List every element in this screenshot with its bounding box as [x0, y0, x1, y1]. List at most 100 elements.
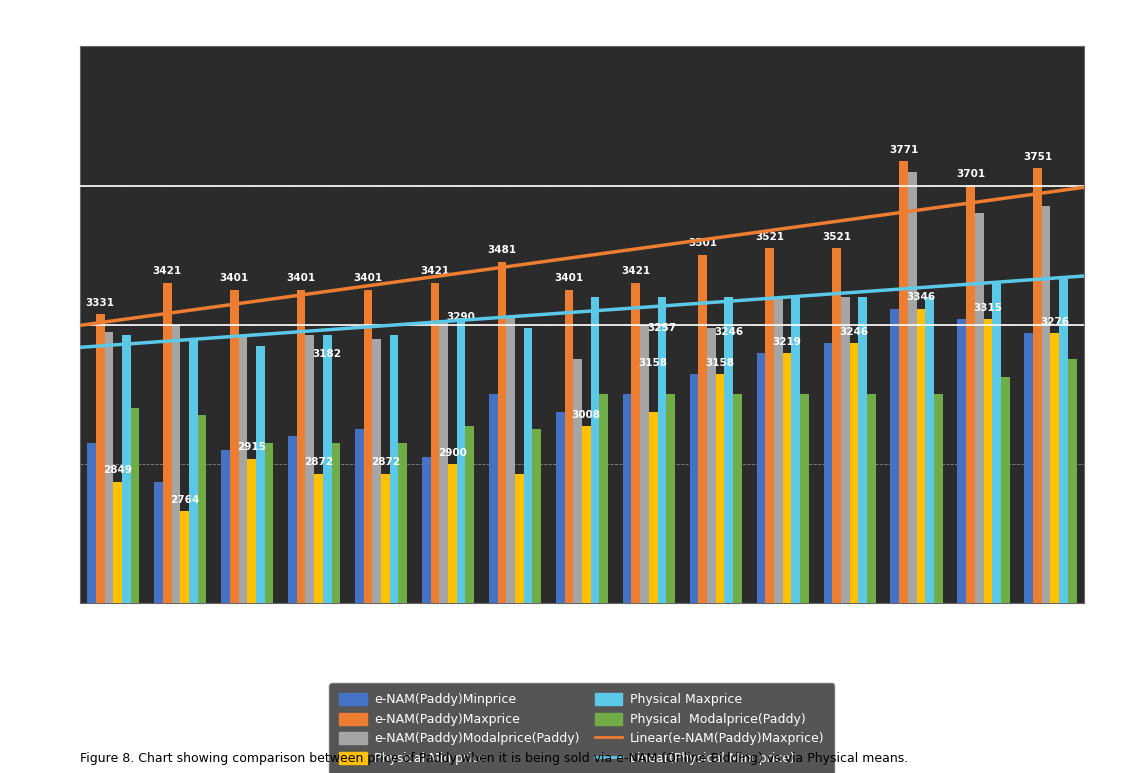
- Bar: [314, 474, 323, 773]
- Bar: [573, 359, 582, 773]
- Text: 3276: 3276: [1041, 317, 1069, 327]
- Bar: [774, 297, 783, 773]
- Bar: [766, 248, 774, 773]
- Text: 2900: 2900: [438, 448, 467, 458]
- Bar: [372, 339, 381, 773]
- Text: 3401: 3401: [219, 274, 249, 283]
- Bar: [649, 411, 657, 773]
- Bar: [984, 319, 993, 773]
- Bar: [715, 374, 725, 773]
- Bar: [792, 297, 800, 773]
- Bar: [698, 255, 707, 773]
- Bar: [430, 283, 439, 773]
- Bar: [355, 429, 364, 773]
- Bar: [197, 415, 207, 773]
- Bar: [1051, 333, 1059, 773]
- Text: 2915: 2915: [237, 442, 266, 452]
- Bar: [189, 339, 197, 773]
- Bar: [783, 352, 792, 773]
- Bar: [323, 335, 332, 773]
- Bar: [381, 474, 390, 773]
- Legend: e-NAM(Paddy)Minprice, e-NAM(Paddy)Maxprice, e-NAM(Paddy)Modalprice(Paddy), Physi: e-NAM(Paddy)Minprice, e-NAM(Paddy)Maxpri…: [330, 683, 834, 773]
- Bar: [248, 458, 256, 773]
- Bar: [756, 352, 766, 773]
- Text: 3701: 3701: [956, 169, 985, 179]
- Bar: [908, 172, 916, 773]
- Bar: [422, 457, 430, 773]
- Bar: [800, 394, 809, 773]
- Text: 2849: 2849: [103, 465, 132, 475]
- Text: 3008: 3008: [572, 410, 601, 420]
- Title: Chart showing comparison between price of
Paddy when it is being selled via e-NA: Chart showing comparison between price o…: [358, 0, 806, 42]
- Bar: [850, 343, 858, 773]
- Bar: [87, 443, 96, 773]
- Text: 3401: 3401: [286, 274, 316, 283]
- Bar: [515, 474, 524, 773]
- Text: 3771: 3771: [889, 145, 919, 155]
- Bar: [507, 318, 515, 773]
- Bar: [974, 213, 984, 773]
- Bar: [524, 328, 533, 773]
- Bar: [1042, 206, 1051, 773]
- Text: 3158: 3158: [705, 358, 735, 368]
- Bar: [1059, 276, 1068, 773]
- Bar: [858, 297, 867, 773]
- Text: 3346: 3346: [906, 292, 936, 302]
- Bar: [657, 297, 666, 773]
- Text: 3246: 3246: [840, 327, 868, 337]
- Bar: [466, 425, 475, 773]
- Bar: [113, 482, 122, 773]
- Bar: [565, 290, 573, 773]
- Bar: [707, 328, 715, 773]
- Bar: [591, 297, 599, 773]
- Bar: [288, 436, 297, 773]
- Bar: [841, 297, 850, 773]
- Bar: [163, 283, 171, 773]
- Text: 3158: 3158: [639, 358, 667, 368]
- Text: Figure 8. Chart showing comparison between price of Paddy when it is being sold : Figure 8. Chart showing comparison betwe…: [80, 752, 908, 765]
- Bar: [238, 335, 248, 773]
- Bar: [364, 290, 372, 773]
- Bar: [439, 323, 448, 773]
- Bar: [1001, 376, 1010, 773]
- Text: 3521: 3521: [755, 232, 784, 241]
- Bar: [488, 394, 497, 773]
- Text: 2872: 2872: [371, 458, 400, 467]
- Bar: [666, 394, 675, 773]
- Text: 3421: 3421: [420, 267, 450, 276]
- Bar: [398, 443, 407, 773]
- Bar: [332, 443, 340, 773]
- Bar: [899, 161, 908, 773]
- Text: 3521: 3521: [823, 232, 851, 241]
- Bar: [533, 429, 541, 773]
- Bar: [1025, 333, 1033, 773]
- Bar: [734, 394, 742, 773]
- Bar: [640, 325, 649, 773]
- Bar: [171, 325, 180, 773]
- Text: 3401: 3401: [555, 274, 583, 283]
- Bar: [1033, 168, 1042, 773]
- Bar: [890, 308, 899, 773]
- Bar: [631, 283, 640, 773]
- Bar: [966, 186, 974, 773]
- Text: 3501: 3501: [688, 239, 718, 248]
- Bar: [993, 283, 1001, 773]
- Bar: [105, 332, 113, 773]
- Bar: [154, 482, 163, 773]
- Bar: [725, 297, 734, 773]
- Bar: [1068, 359, 1077, 773]
- Bar: [556, 411, 565, 773]
- Text: 2764: 2764: [170, 495, 200, 505]
- Text: 3315: 3315: [973, 303, 1003, 313]
- Bar: [229, 290, 238, 773]
- Bar: [122, 335, 131, 773]
- Text: 2872: 2872: [304, 458, 333, 467]
- Bar: [582, 426, 591, 773]
- Bar: [599, 394, 608, 773]
- Bar: [623, 394, 631, 773]
- Bar: [297, 290, 306, 773]
- Text: 3401: 3401: [354, 274, 382, 283]
- Text: 3182: 3182: [313, 349, 341, 359]
- Text: 3751: 3751: [1022, 152, 1052, 162]
- Bar: [390, 335, 398, 773]
